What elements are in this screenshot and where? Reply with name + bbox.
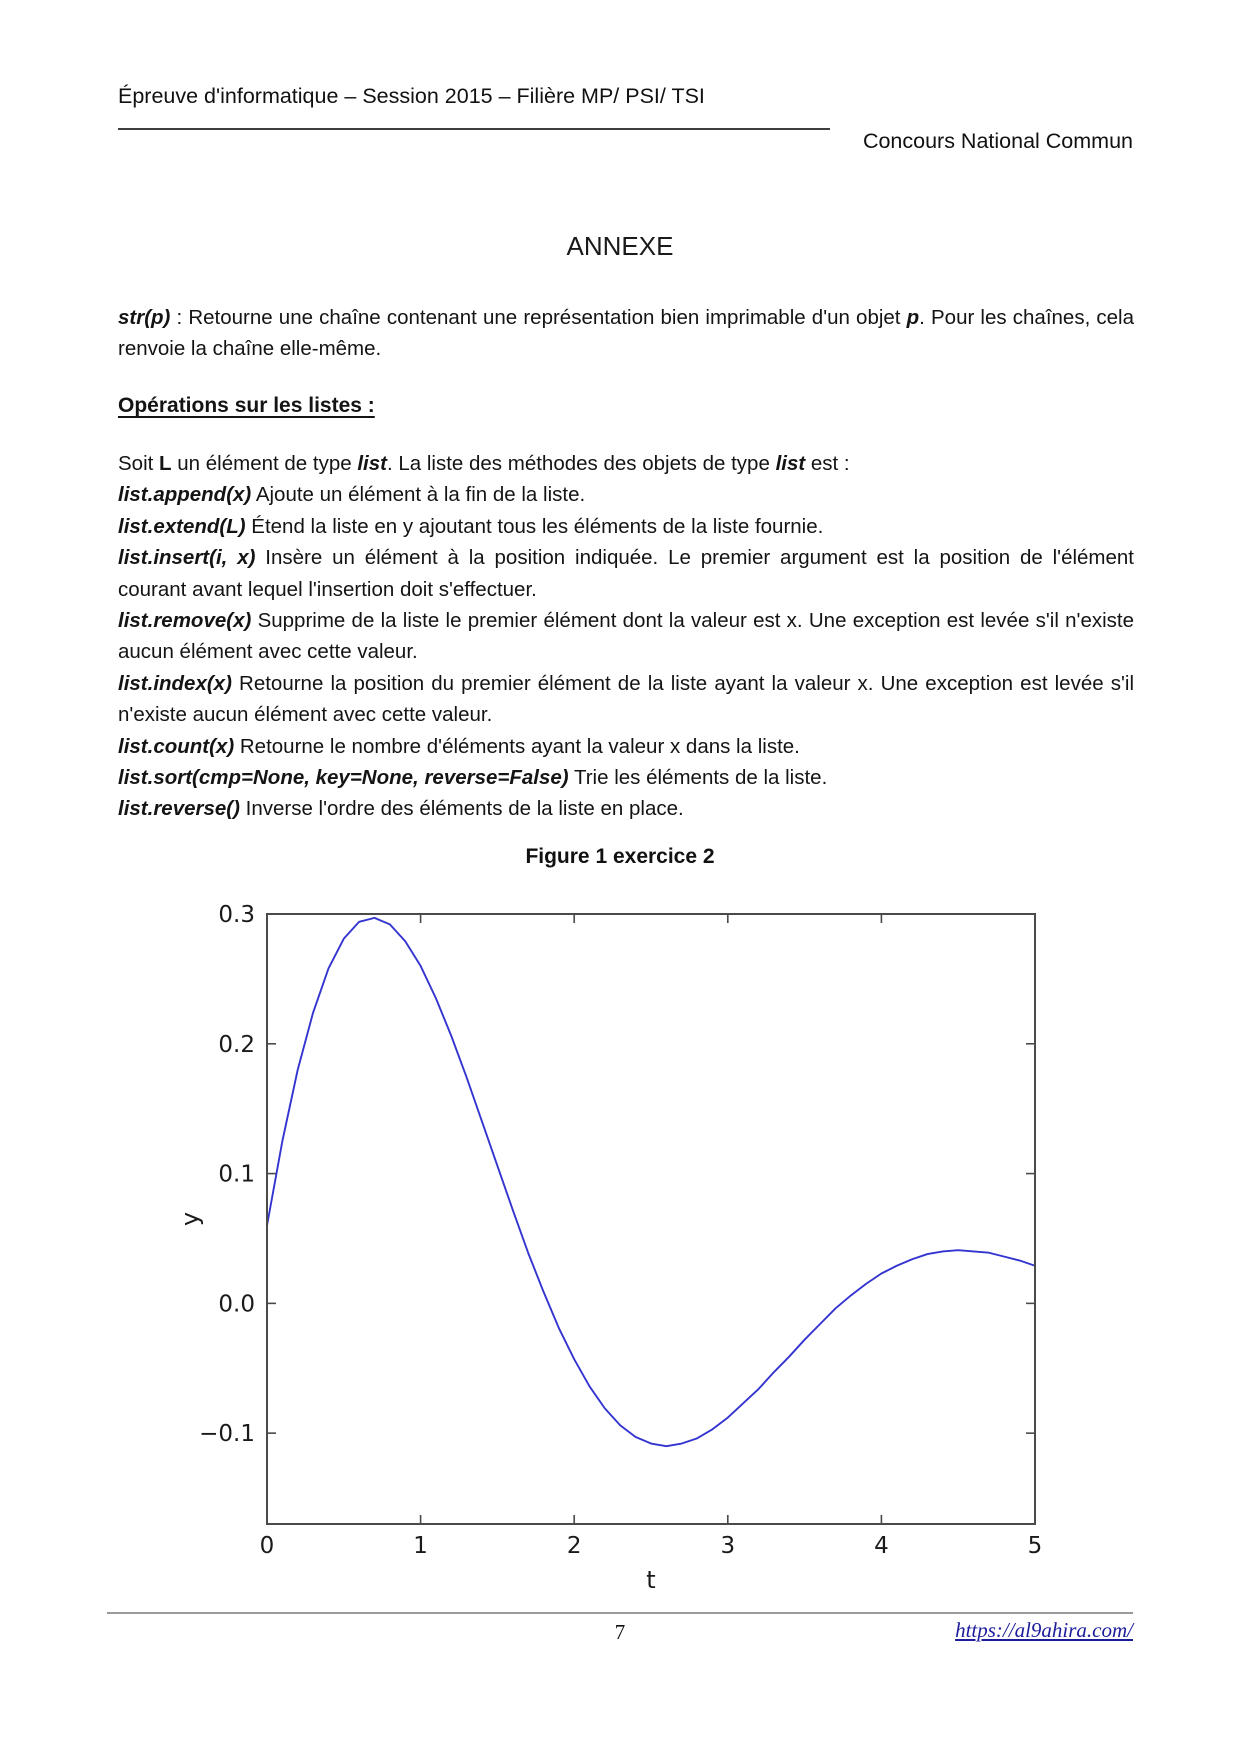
intro-text-mid: : Retourne une chaîne contenant une repr…: [170, 305, 907, 329]
method-desc: Insère un élément à la position indiquée…: [118, 546, 1135, 601]
method-desc: Supprime de la liste le premier élément …: [118, 609, 1134, 664]
method-desc: Retourne le nombre d'éléments ayant la v…: [234, 734, 800, 758]
method-name: list.insert(i, x): [118, 546, 256, 570]
method-desc: Inverse l'ordre des éléments de la liste…: [239, 797, 684, 821]
annexe-title: ANNEXE: [566, 231, 674, 261]
x-tick-label: 2: [567, 1533, 582, 1559]
data-series-line: [266, 916, 1036, 1448]
x-tick-label: 1: [413, 1533, 428, 1559]
method-desc: Ajoute un élément à la fin de la liste.: [251, 483, 586, 507]
method-name: list.reverse(): [118, 797, 240, 821]
y-tick-label: 0.0: [218, 1291, 255, 1317]
page-number: 7: [614, 1620, 626, 1644]
method-item: list.remove(x) Supprime de la liste le p…: [118, 605, 1134, 668]
intro-obj: p: [906, 305, 920, 329]
method-item: list.reverse() Inverse l'ordre des éléme…: [118, 793, 1134, 824]
method-item: list.count(x) Retourne le nombre d'éléme…: [118, 731, 1134, 762]
header-right-label: Concours National Commun: [862, 129, 1133, 153]
x-tick-label: 5: [1028, 1533, 1043, 1559]
footer-rule: [107, 1612, 1133, 1614]
method-item: list.extend(L) Étend la liste en y ajout…: [118, 511, 1134, 542]
x-tick-label: 4: [874, 1533, 889, 1559]
al9ahira-link[interactable]: https://al9ahira.com/: [955, 1618, 1133, 1642]
y-axis-label: y: [184, 1212, 204, 1226]
axes-box: [266, 913, 1036, 1525]
method-desc: Trie les éléments de la liste.: [568, 766, 828, 790]
method-name: list.sort(cmp=None, key=None, reverse=Fa…: [118, 766, 569, 790]
intro-term: str(p): [118, 305, 171, 329]
method-name: list.remove(x): [118, 609, 252, 633]
method-name: list.append(x): [118, 483, 252, 507]
method-item: list.append(x) Ajoute un élément à la fi…: [118, 479, 1134, 510]
lead-sentence: Soit L un élément de type list. La liste…: [118, 452, 850, 475]
header-rule: [118, 128, 830, 130]
x-axis-label: t: [646, 1566, 655, 1588]
method-desc: Retourne la position du premier élément …: [118, 671, 1134, 727]
method-item: list.sort(cmp=None, key=None, reverse=Fa…: [118, 762, 1134, 793]
y-tick-label: 0.1: [218, 1162, 255, 1188]
x-tick-label: 3: [720, 1533, 735, 1559]
list-operations-block: Soit L un élément de type list. La liste…: [118, 448, 1134, 825]
section-heading: Opérations sur les listes :: [118, 394, 375, 417]
method-name: list.extend(L): [118, 514, 246, 538]
method-name: list.index(x): [118, 671, 232, 695]
method-item: list.insert(i, x) Insère un élément à la…: [118, 542, 1134, 605]
figure-caption: Figure 1 exercice 2: [525, 845, 715, 868]
method-item: list.index(x) Retourne la position du pr…: [118, 668, 1134, 731]
intro-paragraph: str(p) : Retourne une chaîne contenant u…: [118, 302, 1134, 365]
y-tick-label: 0.3: [218, 902, 255, 928]
method-name: list.count(x): [118, 734, 235, 758]
x-tick-label: 0: [260, 1533, 275, 1559]
figure-1-plot: 0 1 2 3 4 5 −0.1 0.0 0.1 0.2 0.3 t y: [176, 898, 1044, 1594]
y-tick-label: 0.2: [218, 1032, 255, 1058]
method-desc: Étend la liste en y ajoutant tous les él…: [245, 514, 824, 538]
intro-text-end: . Pour les chaînes, cela renvoie la chaî…: [118, 305, 1135, 360]
header-title: Épreuve d'informatique – Session 2015 – …: [118, 84, 705, 108]
y-tick-label: −0.1: [199, 1421, 255, 1447]
footer-link-wrap: https://al9ahira.com/: [955, 1618, 1133, 1643]
line-chart: 0 1 2 3 4 5 −0.1 0.0 0.1 0.2 0.3 t y: [176, 902, 1043, 1594]
